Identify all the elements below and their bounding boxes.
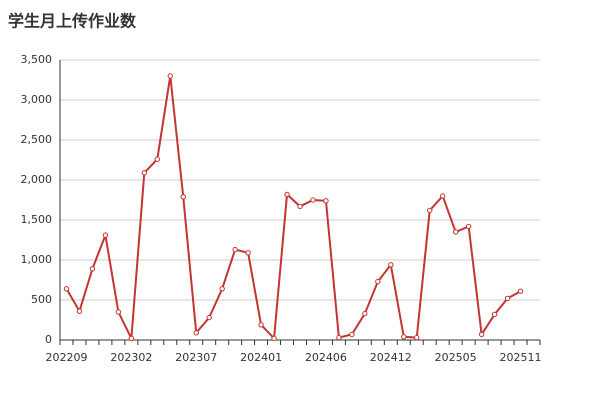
point — [323, 198, 329, 204]
point — [465, 223, 472, 230]
point — [414, 334, 420, 341]
line — [65, 75, 522, 343]
y-tick-label: 2,500 — [21, 133, 53, 146]
point — [167, 73, 173, 79]
point — [76, 308, 83, 314]
x-tick-label: 202511 — [500, 351, 542, 364]
point — [206, 314, 212, 321]
point — [180, 194, 186, 200]
point — [154, 156, 160, 162]
point — [219, 286, 225, 292]
point — [349, 331, 355, 338]
point — [452, 229, 459, 235]
point — [141, 170, 148, 176]
point — [232, 246, 238, 253]
point — [284, 191, 290, 198]
point — [258, 322, 264, 328]
x-tick-label: 202302 — [110, 351, 152, 364]
x-tick-label: 202406 — [305, 351, 347, 364]
point — [115, 309, 122, 315]
y-tick-label: 500 — [31, 293, 52, 306]
point — [401, 334, 407, 340]
point — [193, 330, 199, 336]
point — [63, 286, 70, 292]
point — [517, 288, 524, 294]
y-tick-label: 3,500 — [21, 53, 53, 66]
point — [362, 310, 368, 317]
y-tick-label: 0 — [45, 333, 52, 346]
y-tick-label: 1,000 — [21, 253, 53, 266]
point — [478, 331, 485, 338]
point — [310, 197, 316, 203]
point — [128, 335, 135, 342]
point — [245, 250, 251, 256]
point — [336, 334, 342, 341]
chart-title: 学生月上传作业数 — [8, 12, 137, 31]
point — [491, 311, 498, 318]
y-tick-label: 2,000 — [21, 173, 53, 186]
point — [388, 262, 394, 268]
point — [427, 207, 433, 214]
point — [297, 203, 303, 210]
point — [89, 266, 96, 272]
x-tick-label: 202412 — [370, 351, 412, 364]
point — [375, 278, 381, 285]
y-tick-label: 1,500 — [21, 213, 53, 226]
point — [440, 193, 446, 199]
x-tick-label: 202209 — [45, 351, 87, 364]
point — [271, 335, 277, 342]
x-tick-label: 202307 — [175, 351, 217, 364]
x-tick-label: 202505 — [435, 351, 477, 364]
point — [102, 232, 109, 238]
y-tick-label: 3,000 — [21, 93, 53, 106]
point — [504, 295, 511, 302]
x-tick-label: 202401 — [240, 351, 282, 364]
